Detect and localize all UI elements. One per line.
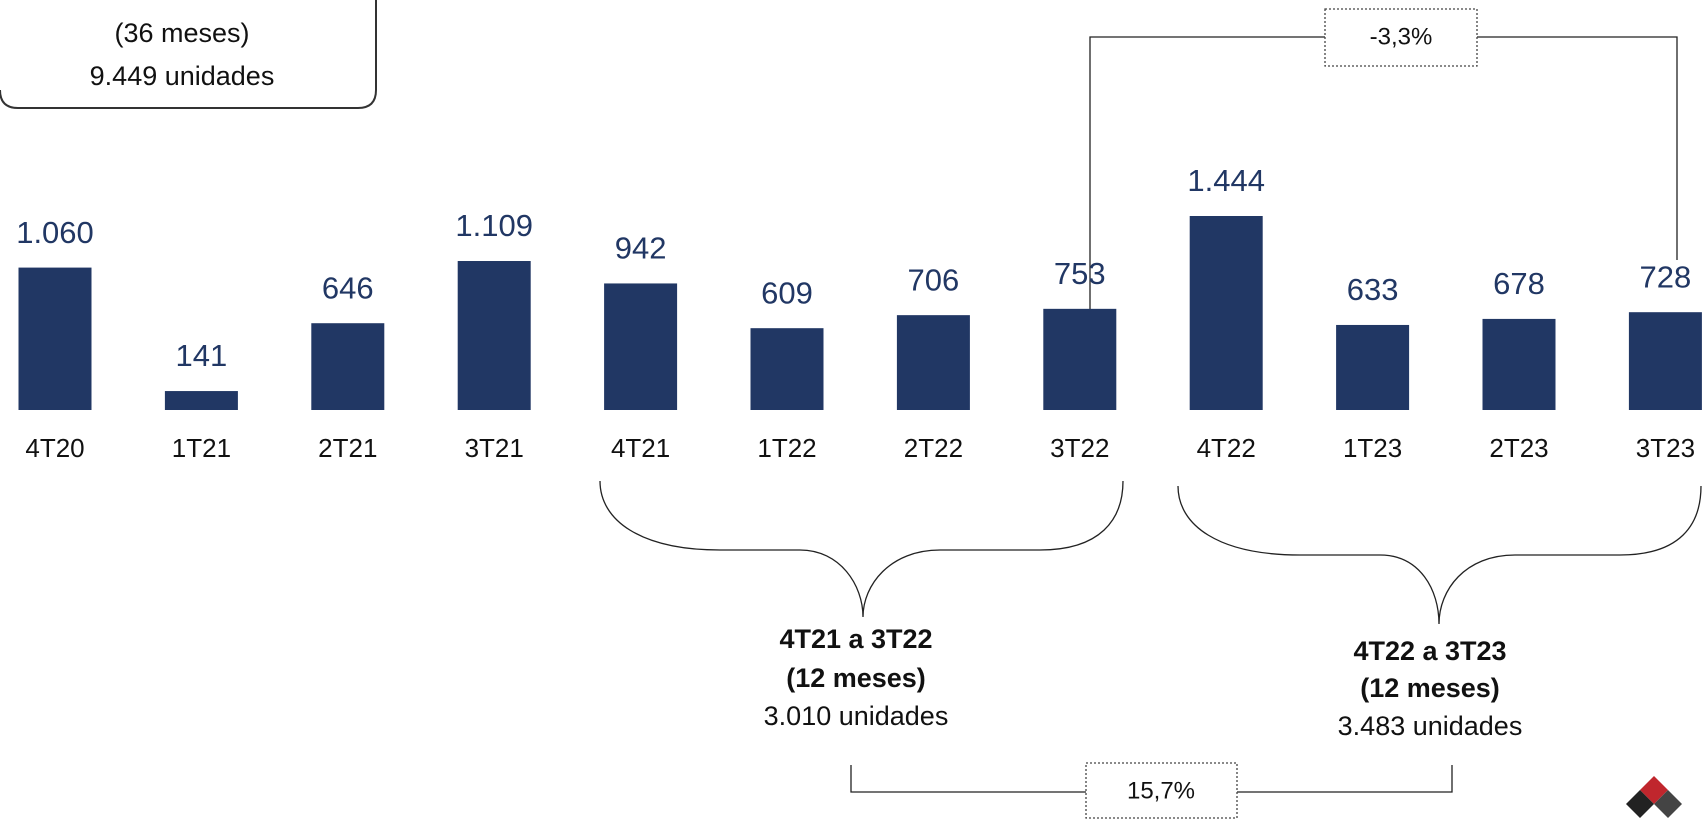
brace [599, 480, 1124, 618]
x-tick-label: 3T22 [1050, 433, 1109, 463]
x-tick-label: 2T22 [904, 433, 963, 463]
x-tick-label: 1T21 [172, 433, 231, 463]
value-label: 753 [1054, 256, 1106, 291]
bar [1482, 318, 1556, 410]
value-label: 1.060 [16, 215, 94, 250]
x-tick-label: 1T23 [1343, 433, 1402, 463]
value-label: 1.109 [455, 208, 533, 243]
period-change-box [1085, 762, 1238, 819]
bar [1628, 312, 1702, 410]
value-label: 706 [908, 262, 960, 297]
quarter-change-box [1324, 8, 1478, 67]
bar [18, 267, 92, 410]
value-label: 1.444 [1187, 163, 1265, 198]
x-tick-label: 4T21 [611, 433, 670, 463]
bar [457, 261, 531, 410]
bar [1043, 308, 1117, 410]
value-label: 942 [615, 231, 667, 266]
total-units: 9.449 unidades [90, 61, 275, 91]
x-tick-label: 4T20 [25, 433, 84, 463]
x-tick-label: 3T21 [465, 433, 524, 463]
total-period: (36 meses) [114, 18, 249, 48]
bar [164, 391, 238, 410]
bar [896, 315, 970, 410]
period-label: 4T21 a 3T22 [779, 624, 932, 654]
value-label: 728 [1640, 259, 1692, 294]
period-months: (12 meses) [1360, 673, 1500, 703]
quarter-change: -3,3% [1370, 23, 1433, 50]
period-units: 3.010 unidades [764, 701, 949, 731]
bar [1189, 216, 1263, 410]
value-label: 633 [1347, 272, 1399, 307]
bar [1336, 324, 1410, 410]
total-box [0, 0, 377, 109]
value-label: 678 [1493, 266, 1545, 301]
x-tick-label: 2T23 [1489, 433, 1548, 463]
period-change: 15,7% [1127, 777, 1195, 804]
period-label: 4T22 a 3T23 [1353, 636, 1506, 666]
bar [604, 283, 678, 410]
value-label: 141 [176, 338, 228, 373]
x-tick-label: 3T23 [1636, 433, 1695, 463]
x-tick-label: 2T21 [318, 433, 377, 463]
bar [311, 323, 385, 410]
brace [1177, 485, 1702, 625]
period-units: 3.483 unidades [1338, 711, 1523, 741]
value-label: 646 [322, 270, 374, 305]
x-tick-label: 4T22 [1197, 433, 1256, 463]
period-months: (12 meses) [786, 663, 926, 693]
bar [750, 328, 824, 410]
value-label: 609 [761, 275, 813, 310]
logo [1626, 776, 1682, 818]
x-tick-label: 1T22 [757, 433, 816, 463]
